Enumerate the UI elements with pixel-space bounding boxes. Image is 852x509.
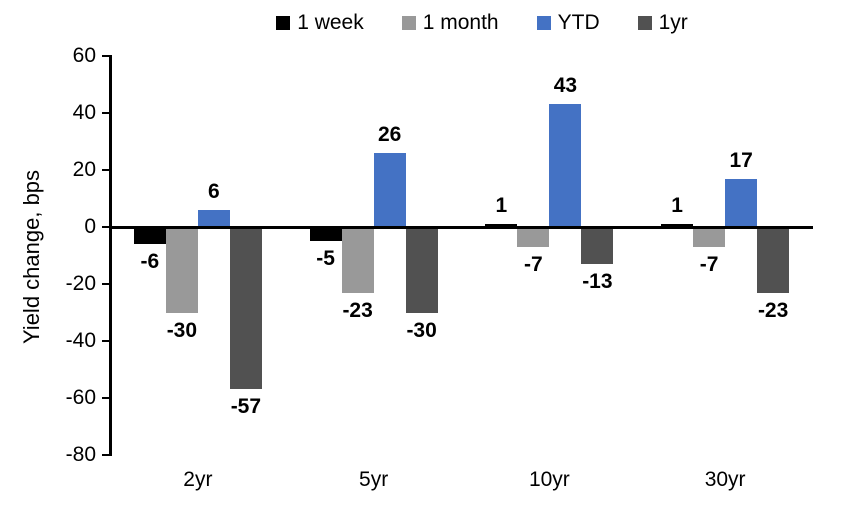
legend-label-1-week: 1 week (297, 11, 364, 34)
bar-1-month-30yr (693, 227, 726, 247)
bar-value-label: -30 (166, 318, 198, 342)
bar-value-label: -57 (230, 395, 262, 419)
bar-1-week-2yr (133, 227, 166, 245)
y-tick-mark (102, 283, 111, 285)
legend-swatch-1-week (276, 16, 291, 30)
y-tick-label: 20 (72, 158, 96, 181)
bar-value-label: -23 (757, 298, 789, 322)
x-category-label: 5yr (359, 468, 389, 491)
x-category-label: 30yr (704, 468, 746, 491)
bar-1yr-5yr (405, 227, 438, 313)
y-tick-label: -20 (65, 272, 96, 295)
y-tick-mark (102, 112, 111, 114)
y-tick-mark (102, 55, 111, 57)
bar-YTD-10yr (549, 104, 582, 227)
y-tick-label: 0 (84, 215, 96, 238)
x-category-label: 10yr (528, 468, 570, 491)
bar-value-label: 6 (208, 179, 220, 203)
bar-1yr-30yr (757, 227, 790, 293)
bar-1yr-10yr (581, 227, 614, 265)
bar-YTD-5yr (373, 152, 406, 227)
bar-value-label: -6 (140, 250, 160, 274)
legend-swatch-1-month (401, 16, 416, 30)
legend-item-1-month: 1 month (401, 11, 499, 35)
bar-1-month-10yr (517, 227, 550, 247)
y-tick-label: -80 (65, 443, 96, 466)
bar-value-label: 17 (729, 148, 753, 172)
bar-1-month-2yr (165, 227, 198, 313)
bar-1-month-5yr (341, 227, 374, 293)
bar-value-label: -30 (406, 318, 437, 342)
zero-baseline (110, 225, 813, 229)
legend-label-1yr: 1yr (658, 11, 688, 34)
y-tick-label: 60 (72, 44, 96, 67)
bar-value-label: -5 (316, 247, 335, 271)
bar-value-label: 1 (495, 194, 508, 218)
legend-item-1-week: 1 week (276, 11, 364, 35)
bar-YTD-2yr (197, 209, 230, 227)
legend-item-1yr: 1yr (637, 11, 688, 35)
bar-value-label: -7 (524, 252, 543, 276)
y-tick-label: -40 (65, 329, 96, 352)
legend-swatch-1yr (637, 16, 652, 30)
bar-value-label: -13 (582, 270, 613, 294)
legend-item-ytd: YTD (536, 11, 600, 35)
y-tick-label: 40 (72, 101, 96, 124)
bar-value-label: 26 (377, 122, 402, 146)
y-axis-line (109, 55, 112, 456)
y-tick-mark (102, 226, 111, 228)
y-tick-mark (102, 169, 111, 171)
y-tick-label: -60 (65, 386, 96, 409)
legend-swatch-ytd (536, 16, 551, 30)
legend-label-ytd: YTD (557, 11, 600, 34)
y-tick-mark (102, 454, 111, 456)
x-category-label: 2yr (183, 468, 213, 491)
y-tick-mark (102, 397, 111, 399)
bar-value-label: -23 (342, 298, 373, 322)
chart-legend: 1 week 1 month YTD 1yr (0, 11, 852, 35)
legend-label-1-month: 1 month (422, 11, 499, 34)
bar-1-week-5yr (309, 227, 342, 242)
y-tick-mark (102, 340, 111, 342)
bar-value-label: 43 (553, 74, 578, 98)
bar-value-label: -7 (699, 252, 719, 276)
bar-YTD-30yr (725, 178, 758, 227)
bar-1yr-2yr (229, 227, 262, 390)
bar-value-label: 1 (671, 194, 683, 218)
